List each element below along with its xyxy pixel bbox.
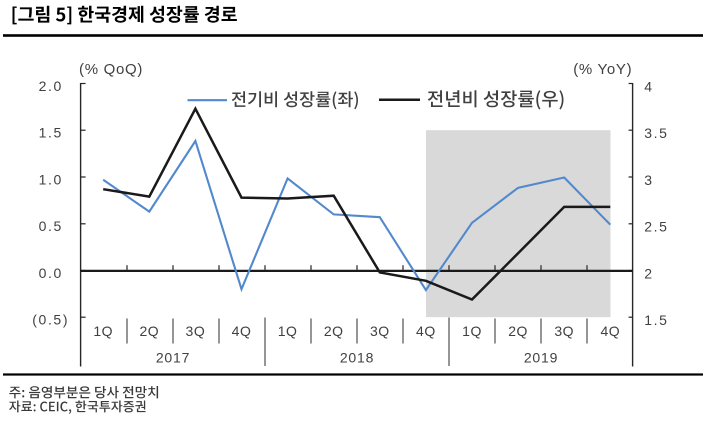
svg-text:4Q: 4Q (416, 323, 436, 339)
svg-text:4Q: 4Q (232, 323, 252, 339)
svg-text:3Q: 3Q (186, 323, 206, 339)
svg-text:2Q: 2Q (139, 323, 159, 339)
svg-text:(0.5): (0.5) (32, 312, 69, 328)
svg-text:1.5: 1.5 (39, 125, 63, 141)
svg-text:1Q: 1Q (462, 323, 482, 339)
svg-text:1.5: 1.5 (644, 312, 668, 328)
svg-text:(% QoQ): (% QoQ) (79, 61, 143, 78)
svg-text:3.5: 3.5 (644, 125, 668, 141)
svg-text:2019: 2019 (524, 350, 558, 366)
svg-text:2: 2 (644, 265, 653, 281)
svg-text:3Q: 3Q (554, 323, 574, 339)
svg-text:2.0: 2.0 (39, 78, 63, 94)
svg-text:3Q: 3Q (370, 323, 390, 339)
svg-text:1Q: 1Q (278, 323, 298, 339)
svg-text:3: 3 (644, 172, 653, 188)
svg-text:0.5: 0.5 (39, 218, 63, 234)
svg-text:4: 4 (644, 78, 653, 94)
svg-text:1Q: 1Q (93, 323, 113, 339)
svg-text:2.5: 2.5 (644, 219, 668, 235)
svg-text:2Q: 2Q (508, 323, 528, 339)
svg-text:2018: 2018 (340, 350, 374, 366)
svg-text:2Q: 2Q (324, 323, 344, 339)
svg-text:0.0: 0.0 (39, 265, 63, 281)
svg-text:4Q: 4Q (600, 323, 620, 339)
svg-text:1.0: 1.0 (39, 171, 63, 187)
svg-text:(% YoY): (% YoY) (573, 61, 632, 78)
svg-text:2017: 2017 (156, 350, 190, 366)
